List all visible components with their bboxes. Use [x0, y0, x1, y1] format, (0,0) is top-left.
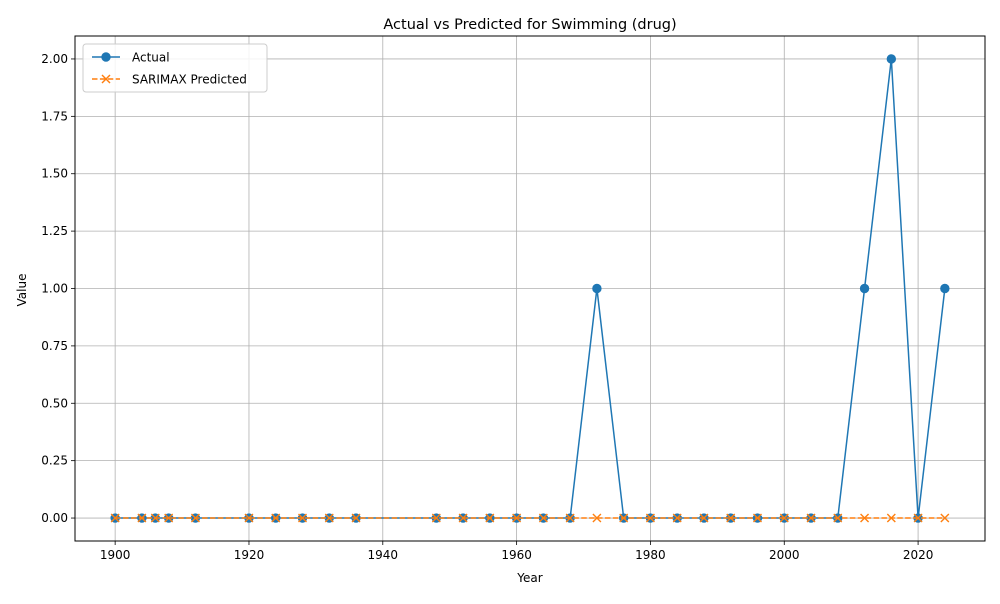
data-point-sarimax-predicted	[726, 513, 736, 523]
x-tick-label: 1980	[635, 548, 666, 562]
grid	[75, 36, 985, 541]
x-axis-label: Year	[516, 571, 542, 585]
data-point-sarimax-predicted	[164, 513, 174, 523]
x-marker-stroke	[699, 513, 709, 523]
y-tick-label: 2.00	[41, 52, 68, 66]
y-axis-label: Value	[15, 274, 29, 307]
data-point-sarimax-predicted	[150, 513, 160, 523]
data-point-sarimax-predicted	[779, 513, 789, 523]
data-point-sarimax-predicted	[298, 513, 307, 523]
x-marker-stroke	[913, 513, 923, 523]
data-point-sarimax-predicted	[699, 513, 709, 523]
y-tick-label: 1.25	[41, 224, 68, 238]
data-point-sarimax-predicted	[672, 513, 682, 523]
data-point-sarimax-predicted	[860, 513, 870, 523]
data-point-sarimax-predicted	[886, 513, 896, 523]
x-marker-stroke	[150, 513, 160, 523]
legend-marker	[101, 74, 111, 84]
legend-marker	[101, 52, 111, 62]
x-marker-stroke	[538, 513, 548, 523]
x-marker-stroke	[485, 513, 495, 523]
legend-label: Actual	[132, 51, 170, 65]
data-point-sarimax-predicted	[913, 513, 923, 523]
x-marker-stroke	[351, 513, 361, 523]
data-point-sarimax-predicted	[244, 513, 254, 523]
data-point-sarimax-predicted	[512, 513, 522, 523]
x-marker-stroke	[244, 513, 254, 523]
data-point-sarimax-predicted	[753, 513, 762, 523]
x-marker-stroke	[779, 513, 789, 523]
series-sarimax-predicted	[110, 513, 950, 523]
x-marker-stroke	[940, 513, 950, 523]
x-marker-stroke	[324, 513, 334, 523]
x-marker-stroke	[672, 513, 682, 523]
y-tick-label: 0.25	[41, 454, 68, 468]
x-tick-label: 1960	[501, 548, 532, 562]
x-marker-stroke	[860, 513, 870, 523]
x-marker-stroke	[886, 513, 896, 523]
data-point-sarimax-predicted	[190, 513, 200, 523]
y-tick-label: 0.50	[41, 396, 68, 410]
y-tick-label: 0.75	[41, 339, 68, 353]
x-tick-label: 2020	[903, 548, 934, 562]
x-tick-label: 2000	[769, 548, 800, 562]
legend-entry: Actual	[92, 51, 170, 65]
data-point-sarimax-predicted	[806, 513, 816, 523]
x-tick-label: 1900	[100, 548, 131, 562]
x-marker-stroke	[271, 513, 281, 523]
legend-entry: SARIMAX Predicted	[92, 73, 247, 87]
x-marker-stroke	[753, 513, 762, 523]
data-point-sarimax-predicted	[431, 513, 441, 523]
x-marker-stroke	[806, 513, 816, 523]
data-point-sarimax-predicted	[271, 513, 281, 523]
chart-title: Actual vs Predicted for Swimming (drug)	[383, 17, 676, 33]
y-tick-label: 0.00	[41, 511, 68, 525]
x-marker-stroke	[431, 513, 441, 523]
x-marker-stroke	[458, 513, 468, 523]
data-point-sarimax-predicted	[645, 513, 655, 523]
x-marker-stroke	[101, 74, 111, 84]
y-tick-label: 1.75	[41, 109, 68, 123]
x-tick-label: 1920	[234, 548, 265, 562]
data-point-sarimax-predicted	[619, 513, 629, 523]
data-point-sarimax-predicted	[458, 513, 468, 523]
y-tick-label: 1.00	[41, 282, 68, 296]
legend-box	[82, 43, 268, 93]
x-marker-stroke	[592, 513, 602, 523]
x-marker-stroke	[645, 513, 655, 523]
x-marker-stroke	[619, 513, 629, 523]
data-point-sarimax-predicted	[592, 513, 602, 523]
data-point-actual	[859, 283, 870, 294]
legend-label: SARIMAX Predicted	[132, 73, 247, 87]
x-marker-stroke	[137, 513, 147, 523]
data-point-sarimax-predicted	[538, 513, 548, 523]
x-marker-stroke	[726, 513, 736, 523]
x-marker-stroke	[512, 513, 522, 523]
x-marker-stroke	[833, 513, 843, 523]
y-tick-label: 1.50	[41, 167, 68, 181]
x-marker-stroke	[565, 513, 575, 523]
x-marker-stroke	[298, 513, 307, 523]
data-point-actual	[886, 54, 897, 64]
data-point-sarimax-predicted	[324, 513, 334, 523]
series-group	[110, 54, 950, 523]
data-point-sarimax-predicted	[137, 513, 147, 523]
data-point-sarimax-predicted	[940, 513, 950, 523]
data-point-sarimax-predicted	[110, 513, 120, 523]
data-point-sarimax-predicted	[833, 513, 843, 523]
x-marker-stroke	[164, 513, 174, 523]
data-point-actual	[592, 283, 602, 294]
data-point-sarimax-predicted	[351, 513, 361, 523]
x-marker-stroke	[190, 513, 200, 523]
axis-ticks: 1900 1920 1940 1960 1980 2000 2020 0.00 0.25 0.50…	[41, 52, 933, 562]
data-point-sarimax-predicted	[565, 513, 575, 523]
legend: Actual SARIMAX Predicted	[82, 43, 268, 93]
x-tick-label: 1940	[368, 548, 399, 562]
x-marker-stroke	[110, 513, 120, 523]
data-point-actual	[940, 283, 950, 294]
data-point-sarimax-predicted	[485, 513, 495, 523]
